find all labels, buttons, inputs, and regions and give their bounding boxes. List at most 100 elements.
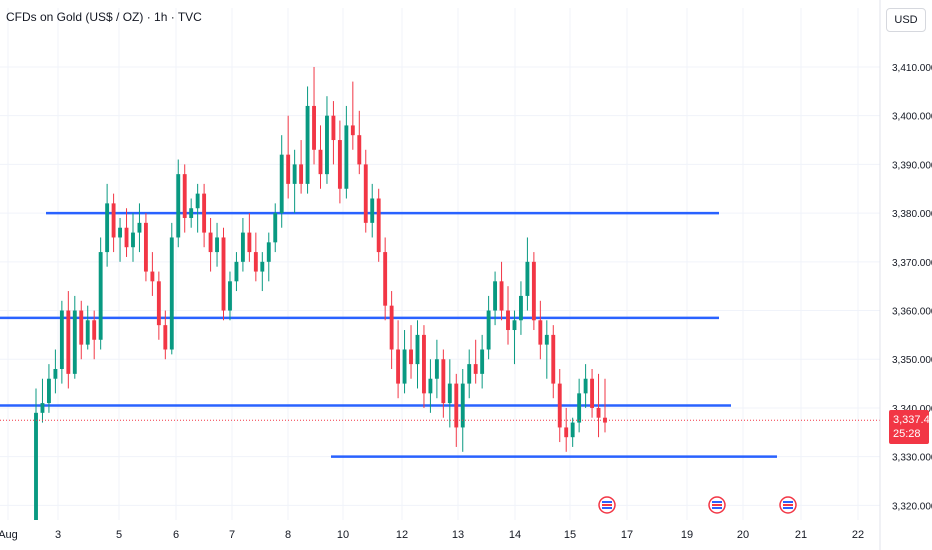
candle-body — [350, 125, 355, 136]
candle-body — [118, 227, 122, 238]
last-price-value: 3,337.473 — [893, 414, 932, 426]
candle-body — [318, 149, 323, 175]
candle-body — [415, 334, 420, 365]
candle-body — [305, 105, 310, 184]
candle-body — [441, 359, 446, 404]
candle-body — [531, 261, 536, 321]
candle-body — [131, 232, 135, 248]
candle-body — [202, 193, 207, 233]
x-tick-label: 21 — [795, 529, 807, 541]
candle-body — [434, 359, 439, 379]
candle-body — [292, 164, 297, 184]
x-tick-label: Aug — [0, 529, 18, 541]
candle-body — [253, 252, 258, 272]
y-tick-label: 3,340.000 — [892, 404, 932, 415]
candle-body — [150, 271, 155, 282]
x-tick-label: 3 — [55, 529, 61, 541]
candle-body — [376, 198, 381, 253]
candle-body — [53, 368, 58, 379]
candle-body — [480, 349, 485, 374]
candle-body — [337, 140, 342, 189]
chart-grid — [0, 8, 880, 520]
candle-body — [331, 115, 336, 141]
y-axis: 3,320.000 3,330.000 3,340.000 3,350.000 3,36… — [879, 0, 932, 550]
candles — [34, 66, 607, 520]
candle-body — [156, 281, 161, 326]
candle-body — [422, 334, 426, 394]
candle-body — [208, 232, 213, 253]
candle-body — [34, 412, 38, 520]
candle-body — [215, 237, 219, 253]
candle-body — [590, 378, 595, 408]
x-tick-label: 5 — [116, 529, 122, 541]
flag-stripe-icon — [783, 501, 793, 503]
candle-body — [402, 349, 407, 384]
y-tick-label: 3,390.000 — [892, 160, 932, 171]
candle-body — [344, 125, 349, 189]
flag-stripe-icon — [602, 501, 612, 503]
candle-body — [79, 310, 84, 345]
candle-body — [124, 227, 129, 248]
candle-body — [493, 281, 498, 311]
candle-body — [454, 383, 459, 428]
candle-body — [279, 154, 284, 214]
candle-body — [176, 174, 181, 238]
candle-body — [143, 222, 148, 272]
candle-body — [428, 378, 433, 394]
candle-body — [396, 349, 401, 384]
candle-body — [286, 154, 291, 184]
x-tick-label: 13 — [452, 529, 464, 541]
x-tick-label: 8 — [285, 529, 291, 541]
x-tick-label: 12 — [396, 529, 408, 541]
candle-body — [195, 193, 200, 209]
candle-body — [519, 295, 523, 321]
candle-body — [525, 261, 530, 296]
candle-body — [538, 320, 543, 345]
candle-body — [551, 334, 556, 384]
y-tick-label: 3,410.000 — [892, 63, 932, 74]
candle-body — [363, 164, 368, 223]
x-tick-label: 17 — [621, 529, 633, 541]
y-tick-label: 3,350.000 — [892, 355, 932, 366]
x-tick-label: 14 — [509, 529, 521, 541]
candle-body — [85, 320, 90, 345]
candle-body — [544, 334, 549, 345]
candle-body — [98, 252, 103, 340]
candle-body — [234, 261, 239, 282]
candle-body — [506, 310, 510, 331]
candle-body — [59, 310, 64, 369]
currency-badge[interactable]: USD — [886, 8, 926, 32]
candle-body — [486, 310, 491, 350]
candle-body — [182, 174, 187, 218]
flag-stripe-icon — [712, 507, 722, 509]
event-markers — [598, 496, 797, 514]
candle-body — [40, 403, 45, 413]
chart-title: CFDs on Gold (US$ / OZ) · 1h · TVC — [6, 10, 202, 24]
candle-body — [499, 281, 504, 311]
x-tick-label: 20 — [737, 529, 749, 541]
candle-body — [409, 349, 413, 365]
y-tick-label: 3,330.000 — [892, 453, 932, 464]
candle-body — [105, 203, 110, 253]
candle-body — [260, 261, 265, 272]
candle-body — [221, 237, 226, 311]
candle-body — [473, 364, 478, 374]
candle-body — [357, 135, 362, 165]
candle-body — [389, 305, 394, 350]
x-tick-label: 10 — [337, 529, 349, 541]
candle-body — [383, 252, 388, 306]
candle-body — [228, 281, 232, 311]
candle-body — [570, 422, 575, 438]
candle-body — [447, 383, 452, 404]
candle-body — [189, 208, 194, 218]
candle-body — [370, 198, 375, 223]
candle-body — [577, 393, 582, 423]
candle-body — [163, 325, 168, 350]
candle-body — [266, 242, 271, 262]
candle-body — [240, 232, 245, 262]
x-tick-label: 22 — [852, 529, 864, 541]
candle-countdown: 25:28 — [893, 428, 921, 440]
flag-stripe-icon — [712, 504, 722, 506]
y-tick-label: 3,380.000 — [892, 209, 932, 220]
